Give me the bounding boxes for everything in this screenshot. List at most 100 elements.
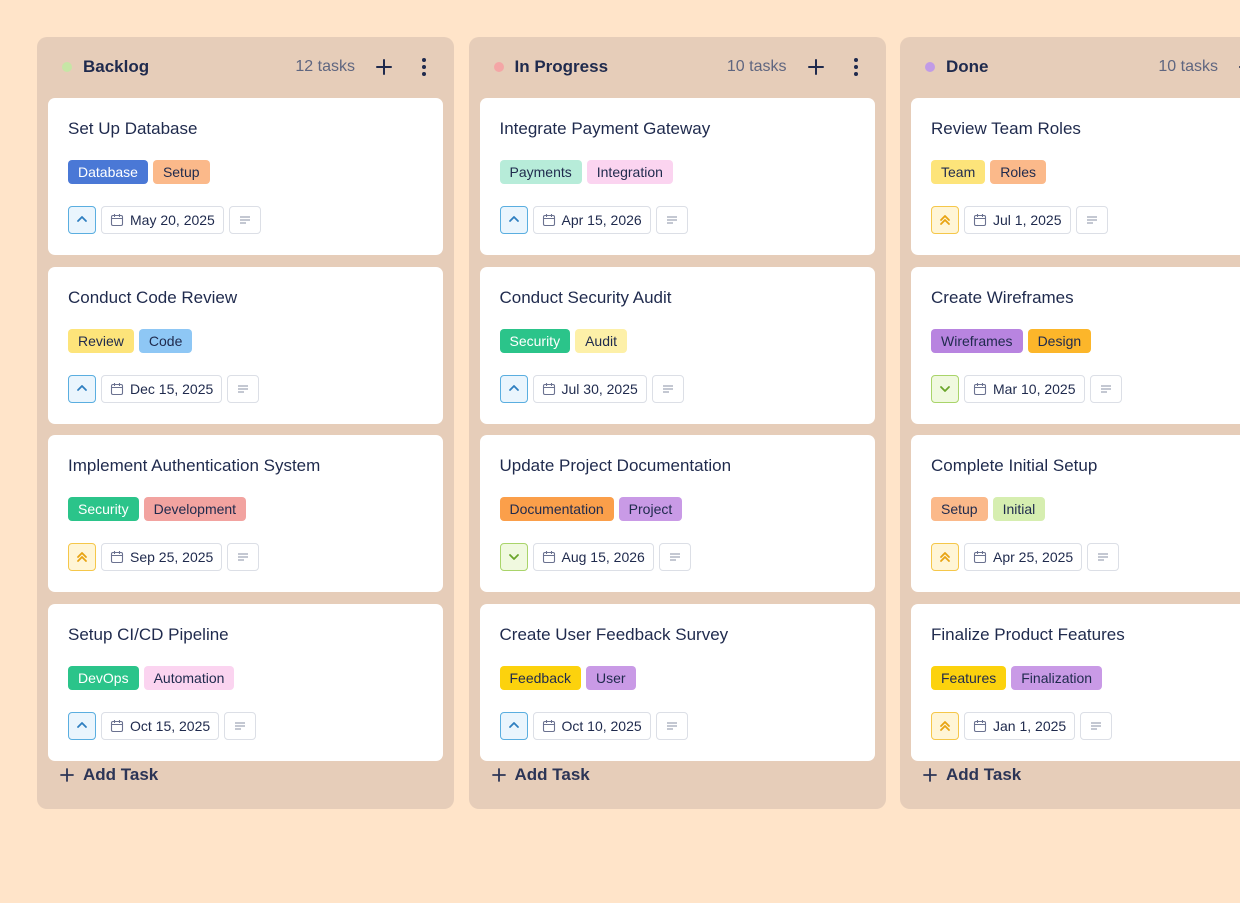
priority-icon [77, 384, 87, 391]
tag: Project [618, 497, 683, 521]
description-button[interactable] [1087, 543, 1120, 571]
description-icon [238, 553, 249, 561]
priority-button[interactable] [931, 374, 959, 403]
due-date[interactable]: Sep 25, 2025 [101, 543, 223, 571]
due-date[interactable]: Jul 30, 2025 [532, 374, 647, 403]
description-icon [1091, 721, 1102, 730]
description-icon [239, 216, 250, 224]
task-card[interactable]: Finalize Product Features Features Finaliz… [911, 603, 1240, 761]
status-dot [925, 62, 935, 72]
task-count: 10 tasks [1158, 58, 1218, 75]
priority-icon [940, 215, 950, 225]
priority-button[interactable] [68, 374, 96, 403]
task-card[interactable]: Conduct Code Review Review Code Dec 15, 202… [48, 266, 443, 424]
due-date[interactable]: Jan 1, 2025 [964, 711, 1076, 740]
card-footer: May 20, 2025 [68, 205, 423, 235]
menu-button[interactable] [844, 55, 868, 79]
task-card[interactable]: Update Project Documentation Documentatio… [479, 435, 875, 592]
column-header: Done 10 tasks [900, 37, 1240, 97]
task-count: 12 tasks [295, 58, 355, 75]
add-button[interactable] [1235, 55, 1240, 79]
card-footer: Jul 1, 2025 [931, 205, 1240, 235]
add-task-button[interactable]: Add Task [491, 765, 590, 785]
task-title: Conduct Code Review [68, 287, 238, 307]
priority-button[interactable] [931, 543, 959, 571]
due-date[interactable]: Apr 15, 2026 [532, 206, 651, 234]
task-title: Implement Authentication System [68, 456, 321, 475]
add-button[interactable] [372, 55, 396, 79]
task-card[interactable]: Implement Authentication System Security D… [48, 435, 443, 592]
description-button[interactable] [1089, 374, 1122, 403]
tag-list: Security Development [68, 497, 423, 521]
description-button[interactable] [655, 711, 688, 740]
plus-icon [1239, 66, 1240, 68]
priority-button[interactable] [68, 543, 96, 571]
add-task-button[interactable]: Add Task [922, 765, 1021, 785]
description-button[interactable] [1075, 206, 1108, 234]
description-button[interactable] [1080, 711, 1113, 740]
task-card[interactable]: Create Wireframes Wireframes Design Mar 10,… [911, 266, 1240, 424]
description-button[interactable] [658, 543, 691, 571]
priority-button[interactable] [499, 206, 528, 234]
card-footer: Apr 25, 2025 [931, 542, 1240, 572]
task-card[interactable]: Conduct Security Audit Security Audit Jul 3… [479, 266, 875, 424]
tag-list: Documentation Project [499, 497, 855, 521]
due-date[interactable]: Oct 15, 2025 [101, 711, 220, 740]
due-date[interactable]: May 20, 2025 [101, 206, 224, 234]
due-date[interactable]: Apr 25, 2025 [964, 543, 1083, 571]
description-button[interactable] [227, 543, 260, 571]
due-date[interactable]: Mar 10, 2025 [964, 374, 1085, 403]
column: Backlog 12 tasks Set Up Database Database Se… [37, 37, 454, 809]
tag: Audit [575, 328, 627, 353]
task-card[interactable]: Complete Initial Setup Setup Initial Apr 25… [911, 435, 1240, 592]
task-title: Setup CI/CD Pipeline [68, 624, 229, 644]
date-text: Oct 15, 2025 [130, 717, 211, 734]
priority-button[interactable] [499, 374, 528, 403]
description-button[interactable] [655, 206, 688, 234]
priority-button[interactable] [68, 206, 96, 234]
description-button[interactable] [651, 374, 684, 403]
due-date[interactable]: Aug 15, 2026 [532, 543, 654, 571]
plus-icon [923, 768, 937, 782]
card-list: Set Up Database Database Setup May 20, 2025… [48, 98, 443, 782]
calendar-icon [110, 214, 124, 227]
tag-list: Setup Initial [931, 497, 1240, 521]
card-footer: Aug 15, 2026 [499, 542, 855, 572]
task-title: Update Project Documentation [499, 456, 732, 475]
date-text: Jul 1, 2025 [993, 212, 1062, 228]
task-card[interactable]: Review Team Roles Team Roles Jul 1, 2025 [911, 98, 1240, 255]
due-date[interactable]: Jul 1, 2025 [964, 206, 1071, 234]
add-task-button[interactable]: Add Task [59, 765, 158, 785]
due-date[interactable]: Dec 15, 2025 [101, 374, 223, 403]
description-button[interactable] [227, 374, 260, 403]
description-button[interactable] [228, 206, 261, 234]
priority-button[interactable] [931, 711, 959, 740]
task-card[interactable]: Create User Feedback Survey Feedback User O… [479, 603, 875, 761]
tag: Setup [152, 160, 210, 184]
tag-list: Security Audit [499, 328, 855, 353]
priority-button[interactable] [931, 206, 959, 234]
priority-icon [77, 721, 87, 728]
kebab-icon [853, 58, 858, 76]
description-button[interactable] [224, 711, 257, 740]
card-footer: Jan 1, 2025 [931, 711, 1240, 741]
tag: User [585, 665, 636, 690]
menu-button[interactable] [412, 55, 436, 79]
tag-list: Wireframes Design [931, 328, 1240, 353]
priority-button[interactable] [68, 711, 96, 740]
task-card[interactable]: Setup CI/CD Pipeline DevOps Automation Oct … [48, 603, 443, 761]
priority-button[interactable] [499, 711, 528, 740]
task-title: Conduct Security Audit [499, 287, 672, 307]
status-dot [493, 62, 504, 72]
column-title: In Progress [514, 57, 609, 76]
priority-button[interactable] [499, 543, 528, 571]
due-date[interactable]: Oct 10, 2025 [532, 711, 651, 740]
tag: Security [68, 497, 139, 521]
card-list: Review Team Roles Team Roles Jul 1, 2025 Cre… [911, 98, 1240, 782]
tag: Team [931, 160, 986, 184]
task-card[interactable]: Integrate Payment Gateway Payments Integra… [479, 98, 875, 255]
tag-list: Feedback User [499, 665, 855, 690]
add-button[interactable] [804, 55, 828, 79]
task-count: 10 tasks [726, 58, 787, 75]
task-card[interactable]: Set Up Database Database Setup May 20, 2025 [48, 98, 443, 255]
